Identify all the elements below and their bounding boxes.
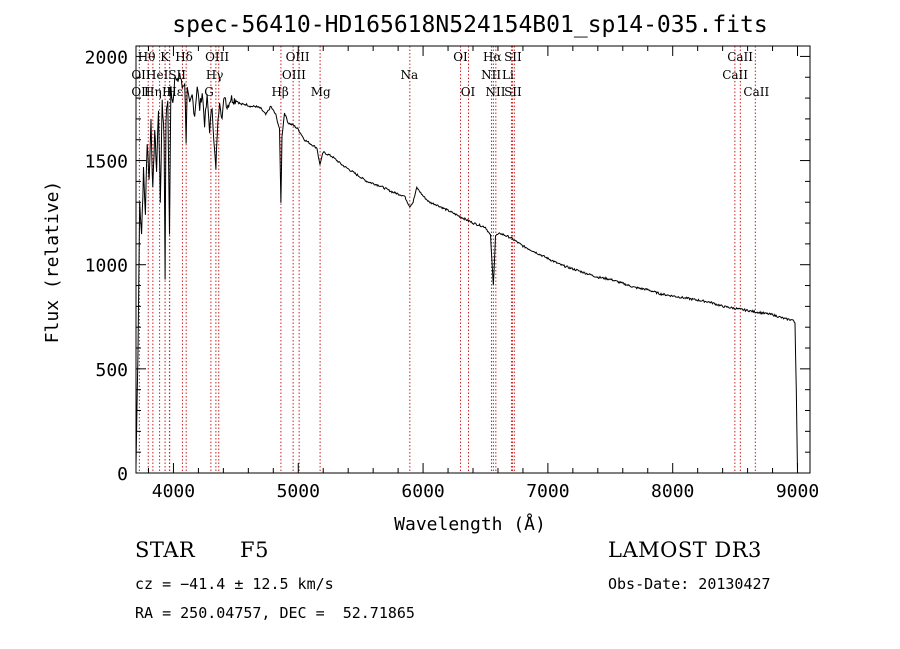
x-tick-label-5: 9000 <box>776 481 819 502</box>
object-type: STAR <box>135 538 196 562</box>
line-label-27: SII <box>504 85 522 99</box>
line-label-16: Li <box>502 68 514 82</box>
y-tick-label-2: 1000 <box>85 256 128 277</box>
line-label-26: NII <box>485 85 505 99</box>
line-label-20: H <box>162 85 172 99</box>
coordinates: RA = 250.04757, DEC = 52.71865 <box>135 604 415 622</box>
line-label-28: CaII <box>743 85 769 99</box>
axis-ticks: 4000 5000 6000 7000 8000 9000 0 500 1000 1500 2000 <box>85 46 819 502</box>
y-tick-label-1: 500 <box>95 360 128 381</box>
line-label-22: G <box>204 85 214 99</box>
spectrum-chart: spec-56410-HD165618N524154B01_sp14-035.f… <box>42 12 819 535</box>
line-label-3: OIII <box>205 50 229 64</box>
x-axis-label: Wavelength (Å) <box>394 513 546 535</box>
spectrum-line <box>135 73 798 474</box>
line-label-12: Hγ <box>206 68 224 82</box>
x-tick-label-3: 7000 <box>526 481 569 502</box>
emission-line-markers <box>138 46 756 473</box>
x-tick-label-1: 5000 <box>277 481 320 502</box>
line-label-0: Hθ <box>138 50 156 64</box>
x-tick-label-0: 4000 <box>152 481 195 502</box>
line-label-13: OIII <box>282 68 306 82</box>
x-tick-label-4: 8000 <box>651 481 694 502</box>
line-label-1: K <box>160 50 170 64</box>
line-label-17: CaII <box>722 68 748 82</box>
y-tick-label-3: 1500 <box>85 152 128 173</box>
chart-title: spec-56410-HD165618N524154B01_sp14-035.f… <box>172 12 767 38</box>
line-label-2: Hδ <box>175 50 193 64</box>
spectral-subclass: F5 <box>240 538 269 562</box>
line-label-7: SII <box>504 50 522 64</box>
line-label-8: CaII <box>727 50 753 64</box>
line-label-5: OI <box>453 50 468 64</box>
line-label-25: OI <box>461 85 476 99</box>
y-tick-label-0: 0 <box>117 464 128 485</box>
plot-frame <box>135 45 811 474</box>
line-label-11: SII <box>168 68 186 82</box>
line-label-23: Hβ <box>271 85 288 99</box>
line-label-10: HeI <box>146 68 169 82</box>
line-label-24: Mg <box>311 85 331 99</box>
redshift-cz: cz = −41.4 ± 12.5 km/s <box>135 575 334 593</box>
y-axis-label: Flux (relative) <box>42 181 63 344</box>
line-label-6: Hα <box>483 50 502 64</box>
line-label-14: Na <box>401 68 419 82</box>
y-tick-label-4: 2000 <box>85 47 128 68</box>
line-label-19: Hη <box>144 85 162 99</box>
line-label-4: OIII <box>286 50 310 64</box>
observation-date: Obs-Date: 20130427 <box>608 575 771 593</box>
x-tick-label-2: 6000 <box>401 481 444 502</box>
line-label-15: NII <box>481 68 501 82</box>
survey-name: LAMOST DR3 <box>608 538 762 562</box>
